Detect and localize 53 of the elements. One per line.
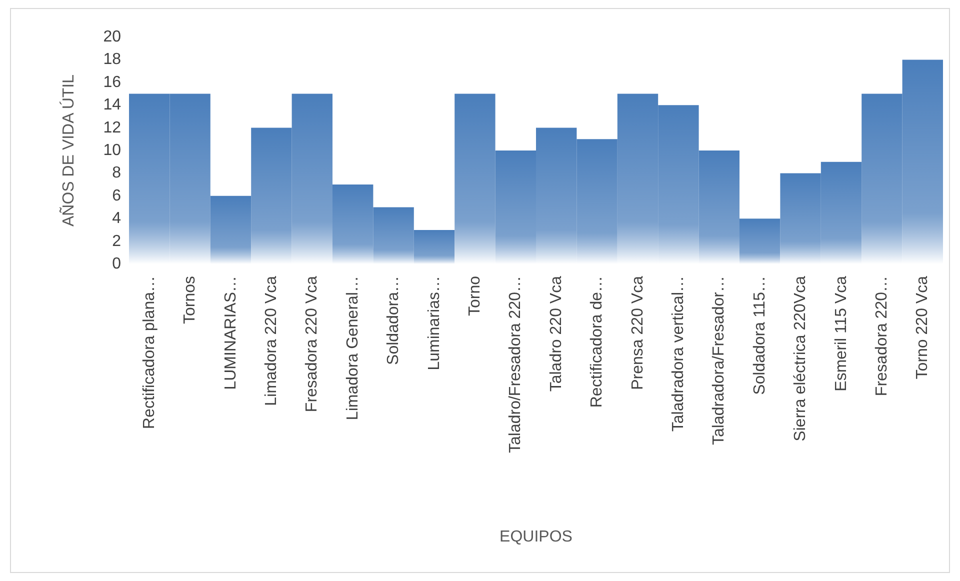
x-tick-label: Limadora General… [344, 276, 362, 420]
bar [658, 105, 699, 264]
bar [698, 150, 740, 264]
bar [902, 60, 943, 264]
bar [780, 173, 821, 264]
x-tick-label: Taladradora/Fresador… [710, 276, 728, 445]
bar [617, 94, 658, 264]
bar [820, 162, 862, 264]
bar [170, 94, 210, 264]
y-tick-label: 6 [112, 187, 122, 204]
x-tick-label: Luminarias… [426, 276, 443, 370]
x-tick-label: Tornos [182, 276, 199, 324]
x-tick-label: Soldadora 115… [751, 276, 768, 395]
x-tick-label: Rectificadora de… [588, 276, 606, 408]
bar [292, 94, 332, 264]
bar [454, 94, 496, 264]
bar [373, 207, 414, 264]
bar [740, 218, 780, 264]
y-tick-label: 2 [112, 232, 122, 250]
y-tick-label: 18 [103, 51, 122, 68]
x-tick-label: Limadora 220 Vca [262, 276, 280, 406]
y-tick-label: 8 [112, 164, 122, 182]
bar [495, 150, 536, 264]
x-tick-label: Prensa 220 Vca [629, 276, 646, 390]
x-tick-label: Soldadora… [385, 276, 402, 365]
x-tick-label: Torno [466, 276, 484, 316]
x-tick-label: Fresadora 220 Vca [304, 276, 321, 412]
x-tick-label: Taladro 220 Vca [548, 276, 565, 392]
y-tick-label: 12 [103, 119, 122, 136]
x-tick-label: Esmeril 115 Vca [832, 276, 850, 392]
y-tick-label: 14 [103, 96, 122, 114]
bar [862, 94, 902, 264]
x-axis-title: EQUIPOS [500, 528, 572, 546]
y-tick-label: 16 [103, 74, 122, 91]
x-tick-label: Fresadora 220… [873, 276, 890, 396]
bar [536, 128, 577, 264]
bar [332, 184, 374, 264]
y-tick-label: 20 [103, 28, 122, 46]
y-tick-label: 4 [112, 210, 122, 228]
y-axis-title: AÑOS DE VIDA ÚTIL [58, 74, 78, 227]
bar [251, 128, 292, 264]
y-tick-label: 0 [112, 256, 122, 272]
bar [210, 196, 252, 264]
bar [129, 94, 170, 264]
bar [414, 230, 455, 264]
x-tick-label: Taladro/Fresadora 220… [507, 276, 524, 453]
bar [576, 139, 618, 264]
x-tick-label: LUMINARIAS… [222, 276, 240, 390]
y-tick-label: 10 [103, 142, 122, 159]
x-tick-label: Rectificadora plana… [140, 276, 158, 429]
x-tick-label: Taladradora vertical… [670, 276, 687, 432]
x-tick-label: Torno 220 Vca [914, 276, 932, 380]
x-tick-label: Sierra eléctrica 220Vca [792, 276, 810, 442]
